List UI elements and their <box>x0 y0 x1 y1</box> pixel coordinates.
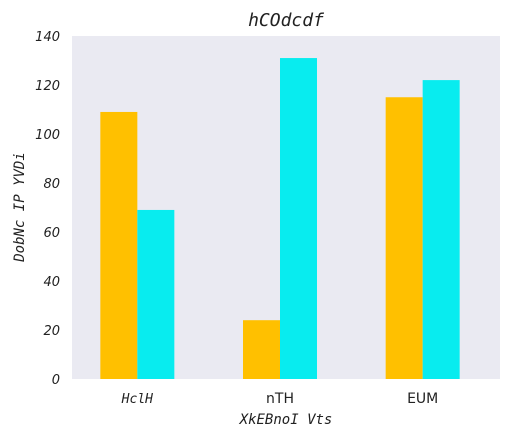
x-axis-label: XkEBnoI Vts <box>239 412 333 428</box>
y-tick-label: 120 <box>35 79 60 94</box>
x-tick-labels: HclH nTH EUM <box>121 391 439 407</box>
bar-EUM-series-1 <box>385 97 423 379</box>
chart-title: hCOdcdf <box>248 10 324 31</box>
bars-group <box>100 58 460 380</box>
x-tick-label: EUM <box>407 391 438 407</box>
y-tick-label: 140 <box>35 30 60 45</box>
y-tick-label: 40 <box>43 275 60 290</box>
y-tick-label: 100 <box>35 128 60 143</box>
y-tick-label: 20 <box>43 324 60 339</box>
y-tick-label: 80 <box>43 177 60 192</box>
y-tick-label: 0 <box>52 373 60 388</box>
y-tick-label: 60 <box>43 226 60 241</box>
x-tick-label: HclH <box>121 392 153 407</box>
bar-HclH-series-1 <box>100 111 138 379</box>
y-axis-label: DobNc IP YVDi <box>12 152 28 263</box>
bar-HclH-series-2 <box>137 209 175 379</box>
bar-nTH-series-1 <box>243 320 280 379</box>
bar-nTH-series-2 <box>280 58 317 380</box>
x-tick-label: nTH <box>266 391 294 407</box>
bar-EUM-series-2 <box>422 80 460 379</box>
y-tick-labels: 0 20 40 60 80 100 120 140 <box>35 30 60 388</box>
